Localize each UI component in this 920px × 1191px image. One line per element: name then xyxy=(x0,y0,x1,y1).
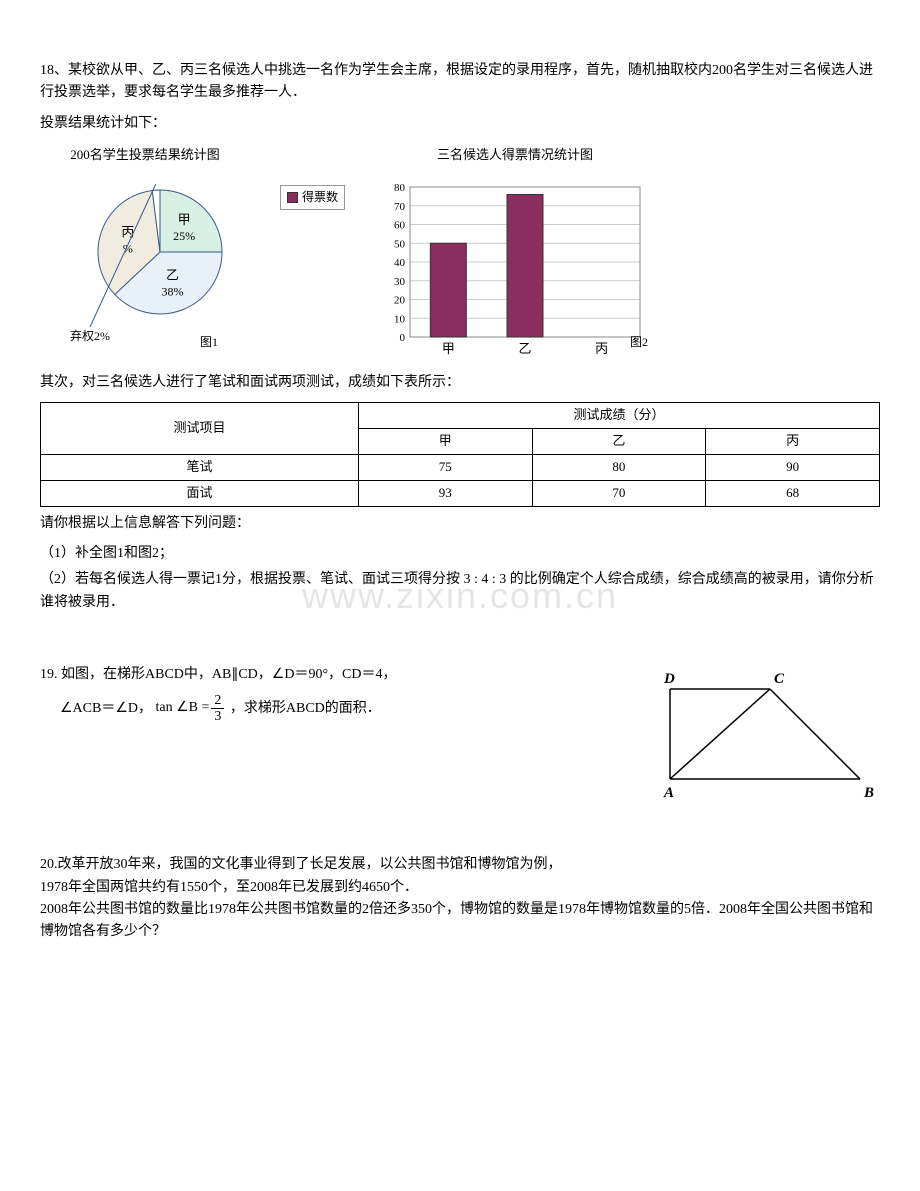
tan-formula: tan ∠B = 2 3 xyxy=(156,693,227,725)
row-item: 笔试 xyxy=(41,454,359,480)
table-intro: 其次，对三名候选人进行了笔试和面试两项测试，成绩如下表所示： xyxy=(40,372,880,394)
svg-text:25%: 25% xyxy=(173,229,195,243)
pie-chart: 甲25%乙38%丙%弃权2% xyxy=(40,172,250,342)
svg-text:丙: 丙 xyxy=(121,224,134,239)
svg-text:C: C xyxy=(774,671,785,687)
svg-text:乙: 乙 xyxy=(519,341,532,356)
svg-text:0: 0 xyxy=(400,332,406,344)
svg-text:60: 60 xyxy=(394,219,406,231)
q20-l3: 2008年公共图书馆的数量比1978年公共图书馆数量的2倍还多350个，博物馆的… xyxy=(40,899,880,944)
col-header: 甲 xyxy=(358,429,532,455)
bar-chart: 0 10 20 30 40 50 60 70 80 甲 乙 丙 xyxy=(375,172,655,362)
pie-title: 200名学生投票结果统计图 xyxy=(70,145,220,166)
bar xyxy=(430,243,466,337)
bar-chart-block: 三名候选人得票情况统计图 0 10 20 30 40 50 60 70 80 甲 乙 丙 xyxy=(375,145,655,362)
svg-text:丙: 丙 xyxy=(595,341,608,356)
problem-20: 20.改革开放30年来，我国的文化事业得到了长足发展，以公共图书馆和博物馆为例，… xyxy=(40,854,880,944)
pie-chart-block: 200名学生投票结果统计图 甲25%乙38%丙%弃权2% xyxy=(40,145,250,342)
q19-l2-pre: ∠ACB＝∠D， xyxy=(60,701,152,716)
svg-text:38%: 38% xyxy=(162,285,184,299)
q18-intro1: 18、某校欲从甲、乙、丙三名候选人中挑选一名作为学生会主席，根据设定的录用程序，… xyxy=(40,60,880,105)
bar xyxy=(507,194,543,337)
q18-after: 请你根据以上信息解答下列问题： xyxy=(40,513,880,535)
q19-line2: ∠ACB＝∠D， tan ∠B = 2 3 ，求梯形ABCD的面积． xyxy=(40,693,650,725)
fig2-label: 图2 xyxy=(630,333,648,352)
th-item: 测试项目 xyxy=(41,403,359,455)
svg-text:D: D xyxy=(663,671,675,687)
cell: 68 xyxy=(706,480,880,506)
frac-den: 3 xyxy=(211,709,224,724)
score-table: 测试项目 测试成绩（分） 甲乙丙 笔试758090 面试937068 xyxy=(40,402,880,506)
tan-lhs: tan ∠B = xyxy=(156,697,210,719)
q20-l2: 1978年全国两馆共约有1550个，至2008年已发展到约4650个． xyxy=(40,877,880,899)
svg-text:70: 70 xyxy=(394,201,406,213)
legend-swatch xyxy=(287,192,298,203)
svg-text:A: A xyxy=(663,785,674,801)
cell: 80 xyxy=(532,454,706,480)
problem-19: 19. 如图，在梯形ABCD中，AB∥CD，∠D＝90°，CD＝4， ∠ACB＝… xyxy=(40,664,880,804)
svg-text:乙: 乙 xyxy=(166,268,179,283)
q19-l2-post: ，求梯形ABCD的面积． xyxy=(230,701,381,716)
q20-l1: 20.改革开放30年来，我国的文化事业得到了长足发展，以公共图书馆和博物馆为例， xyxy=(40,854,880,876)
col-header: 乙 xyxy=(532,429,706,455)
q18-sub2: （2）若每名候选人得一票记1分，根据投票、笔试、面试三项得分按 3 : 4 : … xyxy=(40,569,880,614)
frac-num: 2 xyxy=(211,693,224,709)
charts-row: 200名学生投票结果统计图 甲25%乙38%丙%弃权2% 得票数 三名候选人得票… xyxy=(40,145,880,362)
svg-text:40: 40 xyxy=(394,257,406,269)
problem-18: 18、某校欲从甲、乙、丙三名候选人中挑选一名作为学生会主席，根据设定的录用程序，… xyxy=(40,60,880,614)
svg-text:10: 10 xyxy=(394,313,406,325)
svg-text:甲: 甲 xyxy=(442,341,455,356)
q18-intro2: 投票结果统计如下： xyxy=(40,113,880,135)
legend-text: 得票数 xyxy=(302,188,338,207)
bar-title: 三名候选人得票情况统计图 xyxy=(437,145,593,166)
svg-text:20: 20 xyxy=(394,294,406,306)
svg-text:弃权2%: 弃权2% xyxy=(70,328,110,342)
q19-text: 19. 如图，在梯形ABCD中，AB∥CD，∠D＝90°，CD＝4， ∠ACB＝… xyxy=(40,664,650,724)
svg-text:80: 80 xyxy=(394,182,406,194)
bar-legend: 得票数 xyxy=(280,185,345,210)
fraction: 2 3 xyxy=(211,693,224,725)
q19-line1: 19. 如图，在梯形ABCD中，AB∥CD，∠D＝90°，CD＝4， xyxy=(40,664,650,686)
q18-sub1: （1）补全图1和图2； xyxy=(40,543,880,565)
svg-text:B: B xyxy=(863,785,874,801)
fig1-label: 图1 xyxy=(200,333,218,352)
svg-text:50: 50 xyxy=(394,238,406,250)
col-header: 丙 xyxy=(706,429,880,455)
svg-text:30: 30 xyxy=(394,276,406,288)
trapezoid-figure: D C A B xyxy=(650,664,880,804)
cell: 70 xyxy=(532,480,706,506)
cell: 93 xyxy=(358,480,532,506)
svg-text:甲: 甲 xyxy=(178,212,191,227)
cell: 75 xyxy=(358,454,532,480)
row-item: 面试 xyxy=(41,480,359,506)
th-merged: 测试成绩（分） xyxy=(358,403,879,429)
cell: 90 xyxy=(706,454,880,480)
